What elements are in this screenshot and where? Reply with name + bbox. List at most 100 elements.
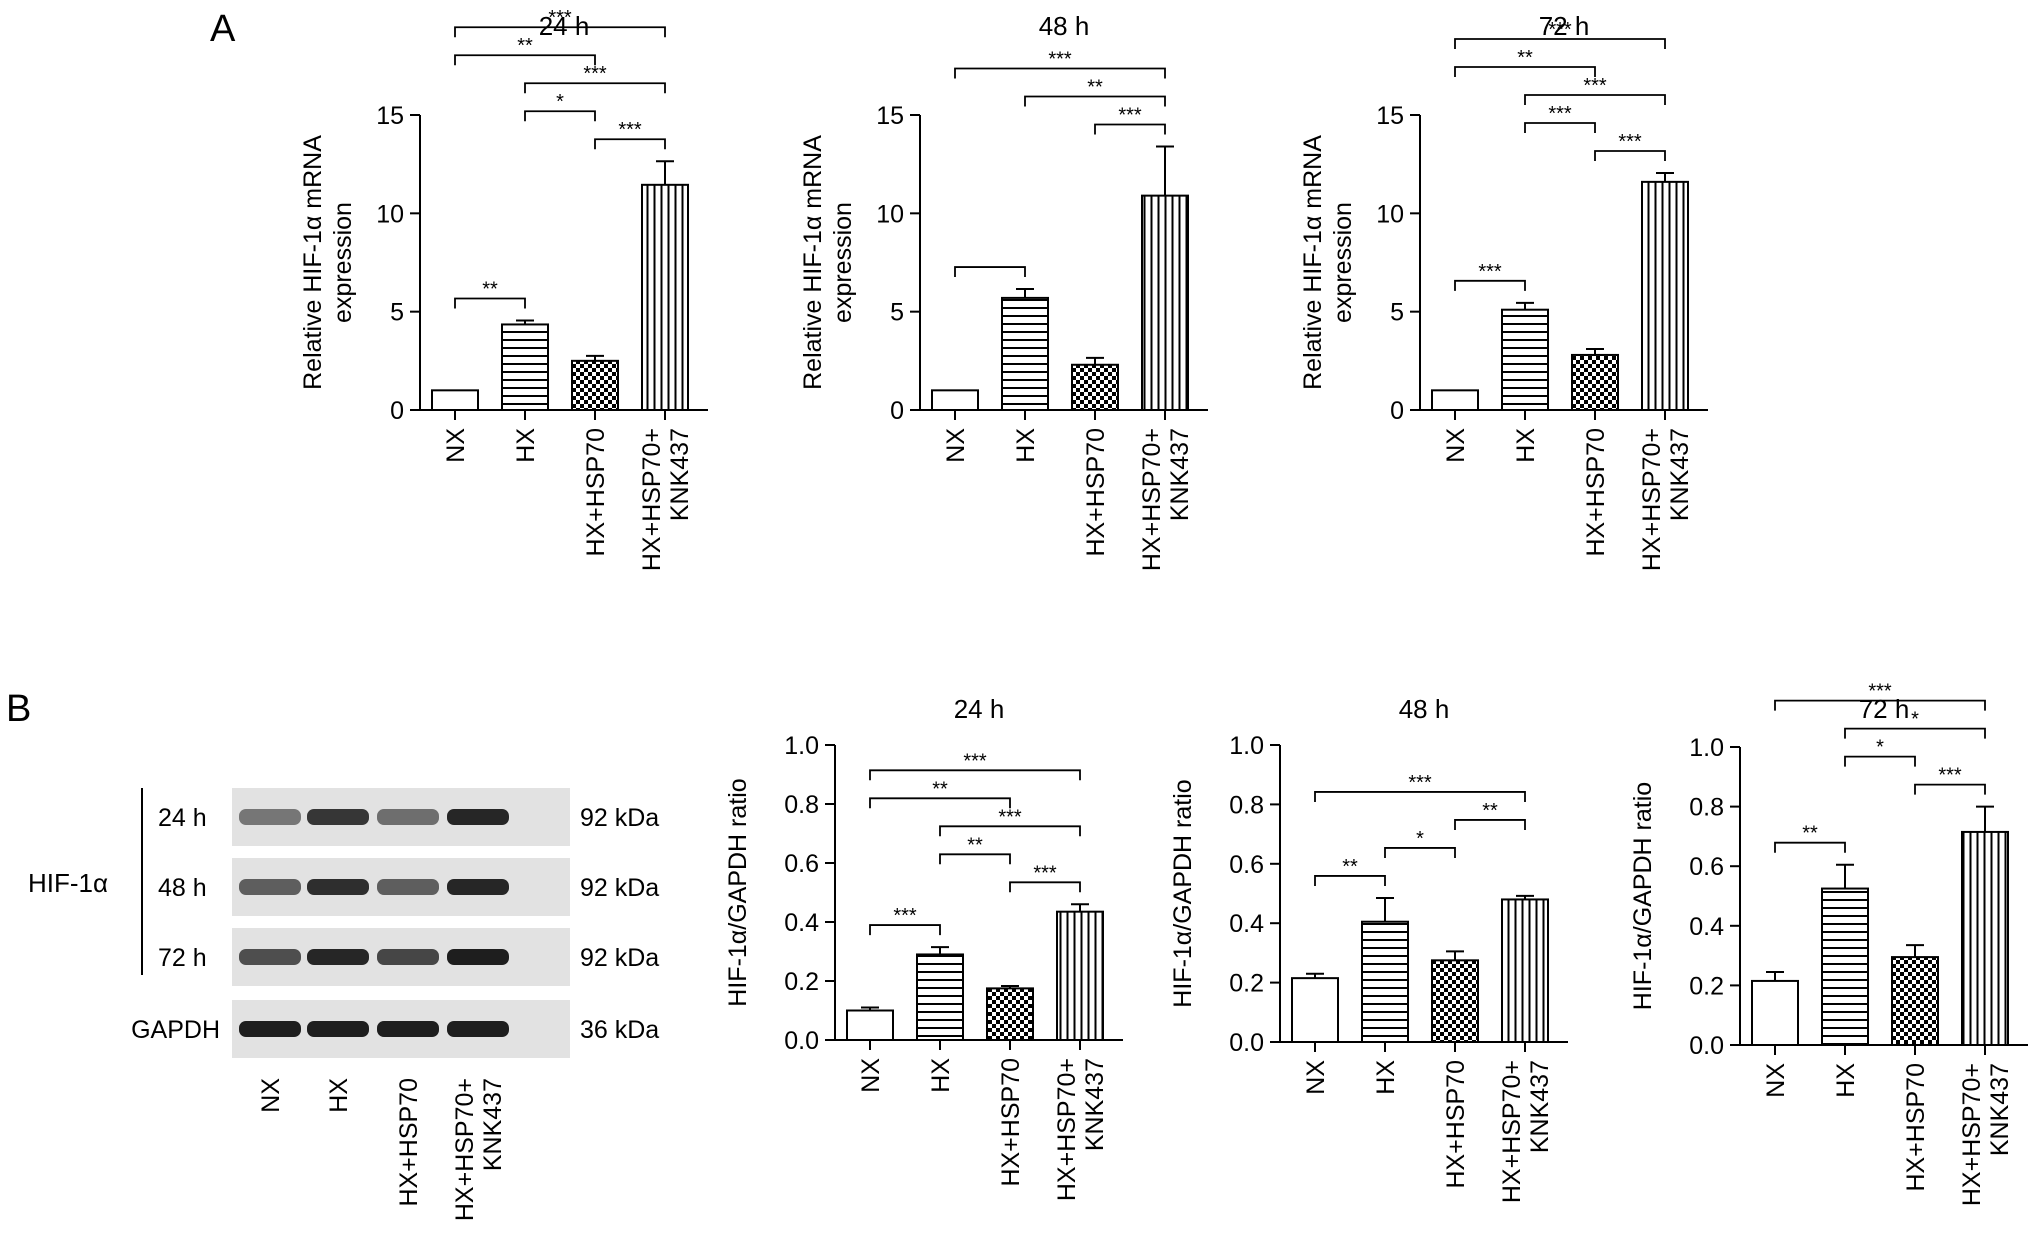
bar (931, 389, 979, 412)
significance-label: ** (967, 834, 983, 856)
significance-bracket (1454, 66, 1596, 78)
western-blot: 92 kDa 24 h 92 kDa 48 h 92 kDa 72 h 36 kDa GAPD… (28, 788, 659, 1221)
y-tick-label: 5 (390, 299, 404, 327)
y-tick-label: 1.0 (1689, 734, 1724, 762)
significance-label: *** (893, 905, 917, 927)
significance-bracket (1524, 122, 1596, 134)
y-tick-label: 10 (876, 200, 904, 228)
x-tick-label: KNK437 (1166, 428, 1194, 521)
significance-label: *** (1118, 104, 1142, 126)
significance-bracket (454, 26, 666, 38)
y-axis-label: Relative HIF-1α mRNAexpression (1299, 135, 1357, 390)
blot-band (447, 1021, 509, 1037)
significance-label: *** (1478, 261, 1502, 283)
significance-label: * (1911, 709, 1919, 731)
x-tick-label: NX (1442, 428, 1470, 463)
chart-title: 48 h (1039, 11, 1090, 41)
chart-title: 24 h (954, 694, 1005, 724)
chart-a-48h: 48 h 0 5 10 15 Relative HIF-1α mRNAexpression… (799, 11, 1208, 571)
bar (1001, 296, 1049, 411)
y-axis-label: HIF-1α/GAPDH ratio (1169, 779, 1197, 1007)
significance-label: *** (1033, 862, 1057, 884)
blot-kda-label: 92 kDa (580, 874, 659, 902)
significance-label: ** (1342, 856, 1358, 878)
chart-b-72h: 72 h 0.0 0.2 0.4 0.6 0.8 1.0 HIF-1α/GAPDH ratio… (1629, 681, 2028, 1206)
significance-label: ** (1482, 800, 1498, 822)
significance-bracket (1009, 881, 1081, 893)
significance-label: ** (1087, 76, 1103, 98)
bar (846, 1009, 894, 1041)
significance-label: *** (1618, 131, 1642, 153)
y-axis-label-line: expression (829, 202, 857, 323)
bar (1431, 959, 1479, 1044)
blot-band (377, 879, 439, 895)
significance-label: ** (1802, 823, 1818, 845)
significance-bracket (454, 54, 596, 66)
blot-band (447, 809, 509, 825)
blot-band (307, 1021, 369, 1037)
x-tick-label: KNK437 (1666, 428, 1694, 521)
x-tick-label: NX (442, 428, 470, 463)
bar (1291, 977, 1339, 1044)
y-tick-label: 0.0 (1229, 1029, 1264, 1057)
x-tick-label: NX (942, 428, 970, 463)
bar (1821, 887, 1869, 1046)
bar (986, 987, 1034, 1041)
y-tick-label: 5 (890, 299, 904, 327)
x-tick-label: HX+HSP70 (582, 428, 610, 557)
y-tick-label: 10 (1376, 200, 1404, 228)
y-axis-label: HIF-1α/GAPDH ratio (724, 778, 752, 1006)
significance-label: ** (932, 778, 948, 800)
x-tick-label: HX (1372, 1060, 1400, 1095)
y-tick-label: 1.0 (784, 732, 819, 760)
bar (1141, 194, 1189, 411)
y-tick-label: 15 (376, 102, 404, 130)
y-axis-label-line: HIF-1α/GAPDH ratio (724, 778, 752, 1006)
significance-bracket (1524, 94, 1666, 106)
y-axis-label-line: Relative HIF-1α mRNA (1299, 135, 1327, 390)
x-tick-label: HX (512, 428, 540, 463)
blot-band (307, 809, 369, 825)
significance-label: *** (1048, 48, 1072, 70)
bar (1431, 389, 1479, 412)
x-tick-label: HX+HSP70+ (638, 428, 666, 571)
significance-bracket (869, 797, 1011, 809)
significance-label: *** (583, 63, 607, 85)
significance-bracket (1914, 783, 1986, 795)
significance-label: * (1876, 737, 1884, 759)
x-tick-label: HX+HSP70+ (1958, 1063, 1986, 1206)
x-tick-label: NX (857, 1058, 885, 1093)
y-tick-label: 0 (390, 397, 404, 425)
x-tick-label: HX+HSP70 (1582, 428, 1610, 557)
significance-bracket (1844, 727, 1986, 739)
blot-band (377, 809, 439, 825)
y-tick-label: 0.4 (784, 909, 819, 937)
significance-bracket (1774, 699, 1986, 711)
blot-lane-label: HX+HSP70+ (451, 1078, 479, 1221)
significance-bracket (1454, 819, 1526, 830)
x-tick-label: HX (1832, 1063, 1860, 1098)
bar (1751, 979, 1799, 1046)
blot-band (377, 949, 439, 965)
blot-lane-label: KNK437 (479, 1078, 507, 1171)
bar (1571, 353, 1619, 411)
significance-label: *** (1408, 772, 1432, 794)
significance-label: *** (1548, 19, 1572, 41)
significance-bracket (1024, 95, 1166, 107)
significance-bracket (524, 110, 596, 122)
significance-label: *** (998, 806, 1022, 828)
y-tick-label: 15 (1376, 102, 1404, 130)
significance-bracket (1314, 875, 1386, 886)
x-tick-label: KNK437 (1526, 1060, 1554, 1153)
y-tick-label: 10 (376, 200, 404, 228)
significance-bracket (454, 297, 526, 309)
significance-bracket (1454, 279, 1526, 291)
x-tick-label: HX+HSP70+ (1638, 428, 1666, 571)
significance-label: *** (618, 119, 642, 141)
chart-b-24h: 24 h 0.0 0.2 0.4 0.6 0.8 1.0 HIF-1α/GAPDH ratio… (724, 694, 1123, 1201)
y-axis-label: Relative HIF-1α mRNAexpression (299, 135, 357, 390)
y-tick-label: 0.4 (1689, 913, 1724, 941)
y-tick-label: 0.8 (1229, 791, 1264, 819)
blot-kda-label: 92 kDa (580, 804, 659, 832)
